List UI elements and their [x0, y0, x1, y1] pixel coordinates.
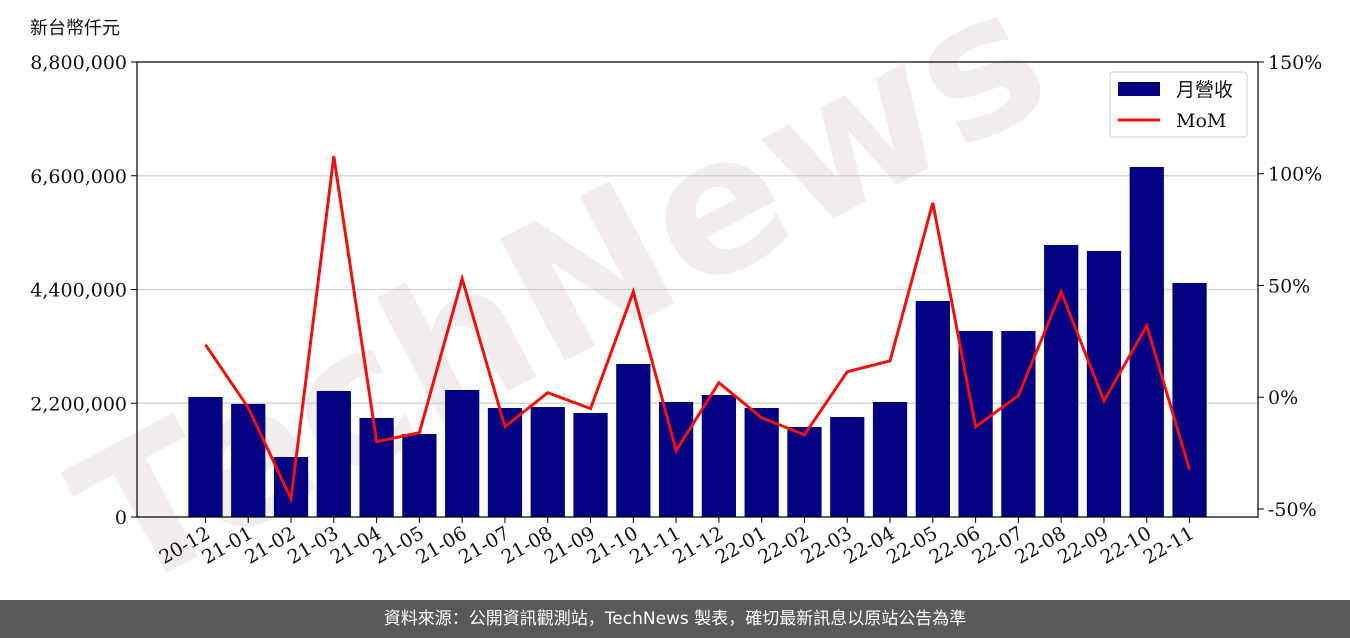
- bar: [445, 390, 480, 517]
- bar: [231, 403, 266, 517]
- bar: [872, 402, 908, 517]
- y-axis-title: 新台幣仟元: [30, 18, 120, 39]
- y2-tick-label: 0%: [1268, 387, 1298, 409]
- y2-tick-label: 50%: [1268, 275, 1310, 297]
- source-footer: 資料來源：公開資訊觀測站，TechNews 製表，確切最新訊息以原站公告為準: [0, 600, 1350, 638]
- bar: [701, 394, 737, 517]
- y2-tick-label: 100%: [1268, 164, 1322, 186]
- bar: [1044, 244, 1079, 517]
- x-tick-label: 22-11: [1140, 522, 1198, 568]
- y-tick-label: 4,400,000: [30, 280, 127, 302]
- bar: [1086, 250, 1122, 518]
- bar: [1129, 167, 1164, 517]
- legend-swatch: [1118, 82, 1160, 96]
- mom-line: [204, 156, 1191, 504]
- bar: [744, 408, 779, 517]
- bar: [316, 390, 351, 517]
- y-tick-label: 2,200,000: [30, 393, 127, 415]
- legend-label: 月營收: [1176, 79, 1233, 101]
- bar: [573, 413, 608, 517]
- bar: [658, 402, 694, 517]
- bar: [616, 364, 651, 517]
- legend-label: MoM: [1176, 110, 1226, 132]
- bar: [1001, 331, 1036, 517]
- bar: [915, 300, 950, 517]
- bar: [1172, 282, 1207, 517]
- plot-frame: [136, 61, 1259, 518]
- y-tick-label: 0: [115, 507, 127, 529]
- y-tick-label: 8,800,000: [30, 52, 127, 74]
- y2-tick-label: 150%: [1268, 52, 1322, 74]
- bar: [402, 434, 437, 517]
- chart: TechNews 新台幣仟元 02,200,0004,400,0006,600,…: [30, 0, 1322, 600]
- bar: [830, 417, 865, 517]
- bar: [787, 426, 822, 517]
- y2-tick-label: -50%: [1268, 499, 1317, 521]
- bar: [530, 407, 565, 517]
- y-tick-label: 6,600,000: [30, 166, 127, 188]
- bar: [188, 396, 223, 517]
